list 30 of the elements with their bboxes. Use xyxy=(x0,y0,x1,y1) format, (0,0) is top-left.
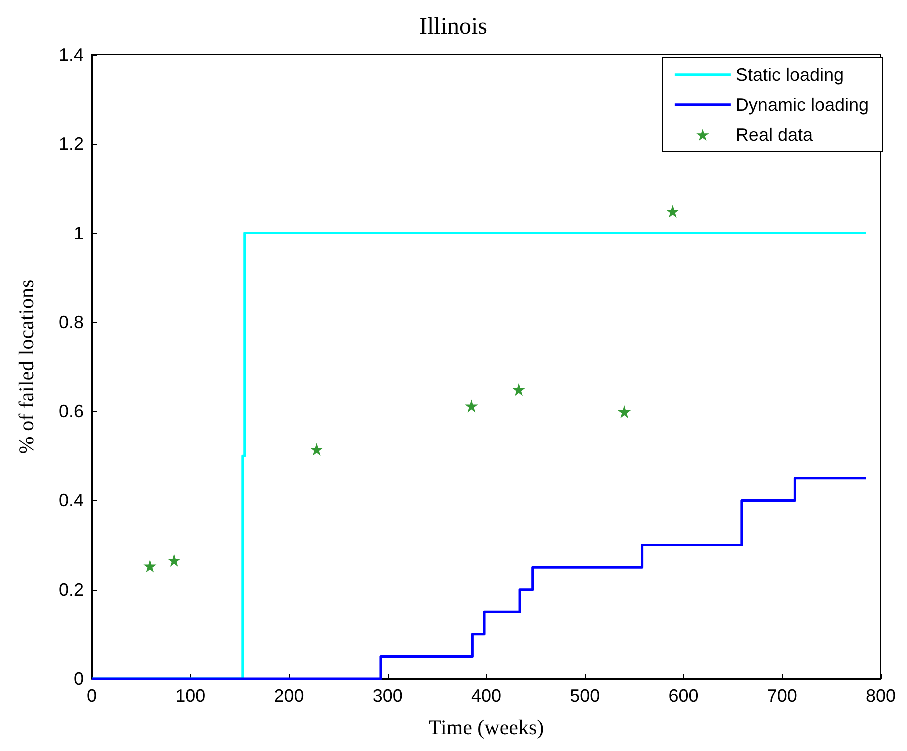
x-tick-label: 0 xyxy=(86,686,98,706)
y-tick-label: 1 xyxy=(74,223,84,244)
point xyxy=(666,204,680,218)
x-tick-label: 300 xyxy=(372,686,403,706)
x-tick-label: 400 xyxy=(471,686,502,706)
chart-title: Illinois xyxy=(419,14,488,40)
x-tick-label: 100 xyxy=(176,686,206,706)
y-tick-label: 0.4 xyxy=(58,490,84,511)
point xyxy=(310,442,324,456)
point xyxy=(618,406,632,419)
point xyxy=(512,383,526,396)
x-tick-label: 200 xyxy=(274,686,304,706)
y-axis-title: % of failed locations xyxy=(14,280,38,454)
y-tick-label: 0.6 xyxy=(58,402,84,422)
point xyxy=(168,554,181,567)
point xyxy=(144,560,157,573)
x-tick-label: 700 xyxy=(767,686,798,706)
x-tick-label: 500 xyxy=(570,686,600,706)
y-tick-label: 0.8 xyxy=(58,312,84,332)
legend-label: Dynamic loading xyxy=(736,95,870,115)
y-tick-label: 1.2 xyxy=(58,134,84,154)
x-tick-label: 600 xyxy=(668,686,699,706)
x-tick-label: 800 xyxy=(866,686,896,706)
y-tick-label: 1.4 xyxy=(58,45,84,65)
y-tick-label: 0 xyxy=(74,669,84,689)
x-axis-title: Time (weeks) xyxy=(428,716,544,740)
y-tick-label: 0.2 xyxy=(58,580,84,600)
legend-label: Real data xyxy=(736,125,814,145)
point xyxy=(465,400,478,413)
legend-label: Static loading xyxy=(736,65,844,85)
